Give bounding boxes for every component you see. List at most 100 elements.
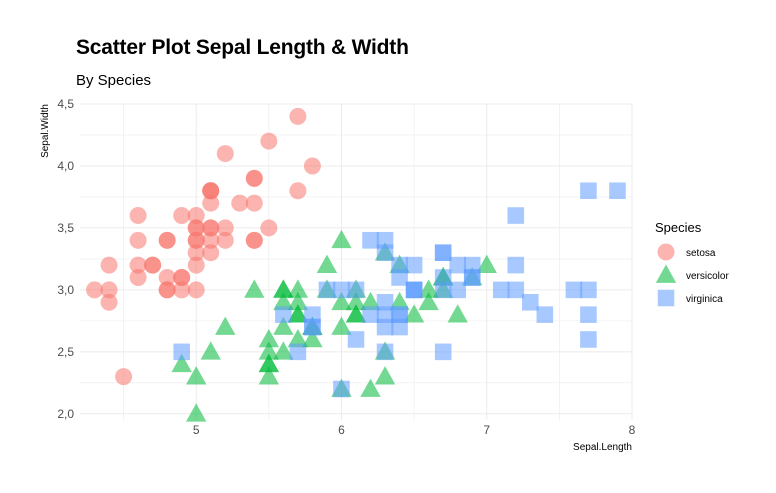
- setosa-point: [216, 219, 234, 237]
- virginica-point: [463, 269, 481, 286]
- versicolor-point: [345, 291, 367, 311]
- virginica-point: [405, 281, 423, 299]
- virginica-point: [333, 380, 350, 398]
- setosa-point: [245, 231, 263, 249]
- setosa-point: [245, 169, 263, 187]
- setosa-point: [100, 281, 118, 299]
- setosa-point: [100, 293, 118, 311]
- virginica-point: [333, 281, 350, 299]
- setosa-point: [289, 107, 307, 125]
- versicolor-point: [287, 328, 309, 348]
- setosa-point: [216, 145, 234, 163]
- versicolor-point: [273, 279, 294, 298]
- y-axis-title: Sepal.Width: [40, 104, 51, 158]
- versicolor-point: [360, 378, 381, 397]
- virginica-point: [173, 343, 190, 361]
- virginica-point: [347, 331, 365, 348]
- versicolor-point: [273, 341, 294, 360]
- data-points: [86, 107, 626, 422]
- virginica-point: [580, 331, 597, 348]
- versicolor-point: [316, 254, 338, 273]
- virginica-point: [609, 182, 626, 200]
- legend-key-setosa: [657, 243, 675, 261]
- virginica-point: [362, 306, 379, 323]
- x-axis-title: Sepal.Length: [573, 442, 632, 453]
- setosa-point: [187, 256, 205, 274]
- setosa-point: [173, 281, 191, 299]
- setosa-point: [260, 219, 278, 237]
- axes: 5 6 7 8 2,0 2,5 3,0 3,5 4,0 4,5: [57, 97, 635, 437]
- virginica-point: [449, 256, 466, 274]
- virginica-point: [405, 256, 423, 274]
- y-tick-label: 2,0: [57, 407, 74, 421]
- versicolor-point: [302, 328, 323, 348]
- virginica-point: [536, 306, 554, 323]
- versicolor-point: [171, 353, 192, 373]
- chart-title: Scatter Plot Sepal Length & Width: [76, 36, 409, 59]
- setosa-point: [100, 256, 118, 274]
- legend-title: Species: [655, 220, 702, 235]
- legend-key-versicolor: [655, 264, 677, 283]
- legend-key-virginica: [657, 289, 675, 307]
- versicolor-point: [345, 304, 367, 323]
- versicolor-point: [258, 341, 280, 360]
- versicolor-point: [374, 366, 396, 385]
- versicolor-point: [186, 403, 207, 422]
- versicolor-point: [258, 353, 280, 373]
- setosa-point: [303, 157, 321, 175]
- setosa-point: [187, 219, 205, 237]
- y-tick-label: 3,0: [57, 283, 74, 297]
- versicolor-point: [418, 279, 439, 298]
- versicolor-point: [258, 366, 280, 385]
- virginica-point: [507, 256, 525, 274]
- virginica-point: [376, 306, 394, 323]
- setosa-point: [129, 256, 147, 274]
- x-tick-label: 5: [193, 423, 200, 437]
- versicolor-point: [287, 291, 309, 311]
- virginica-point: [580, 182, 597, 200]
- setosa-point: [129, 268, 147, 286]
- versicolor-point: [403, 304, 425, 323]
- setosa-point: [173, 268, 191, 286]
- virginica-point: [376, 343, 394, 361]
- setosa-point: [187, 244, 205, 262]
- setosa-point: [260, 132, 278, 150]
- virginica-point: [449, 281, 466, 299]
- versicolor-point: [418, 291, 439, 311]
- legend-label-virginica: virginica: [686, 294, 723, 305]
- virginica-point: [275, 306, 292, 323]
- virginica-point: [289, 343, 307, 361]
- setosa-point: [144, 256, 162, 274]
- x-tick-label: 7: [483, 423, 490, 437]
- virginica-point: [318, 281, 336, 299]
- setosa-point: [158, 268, 176, 286]
- setosa-point: [216, 231, 234, 249]
- virginica-point: [580, 281, 597, 299]
- y-tick-label: 2,5: [57, 345, 74, 359]
- setosa-point: [158, 281, 176, 299]
- setosa-point: [187, 231, 205, 249]
- virginica-point: [434, 244, 452, 261]
- y-tick-label: 4,0: [57, 159, 74, 173]
- setosa-point: [231, 194, 249, 212]
- versicolor-point: [287, 304, 309, 323]
- virginica-point: [362, 232, 379, 249]
- gridlines: [80, 103, 633, 420]
- virginica-point: [376, 232, 394, 249]
- setosa-point: [202, 231, 220, 249]
- setosa-point: [202, 182, 220, 200]
- setosa-point: [187, 207, 205, 225]
- virginica-point: [434, 343, 452, 361]
- virginica-point: [522, 293, 539, 311]
- versicolor-point: [200, 341, 221, 360]
- versicolor-point: [258, 328, 280, 348]
- legend-items: setosa versicolor virginica: [655, 243, 729, 307]
- versicolor-point: [215, 316, 236, 335]
- versicolor-point: [186, 366, 207, 385]
- virginica-point: [434, 281, 452, 299]
- versicolor-point: [331, 229, 352, 249]
- legend: Species setosa versicolor virginica: [655, 220, 729, 307]
- versicolor-point: [287, 279, 309, 298]
- setosa-point: [289, 182, 307, 200]
- versicolor-point: [389, 291, 410, 311]
